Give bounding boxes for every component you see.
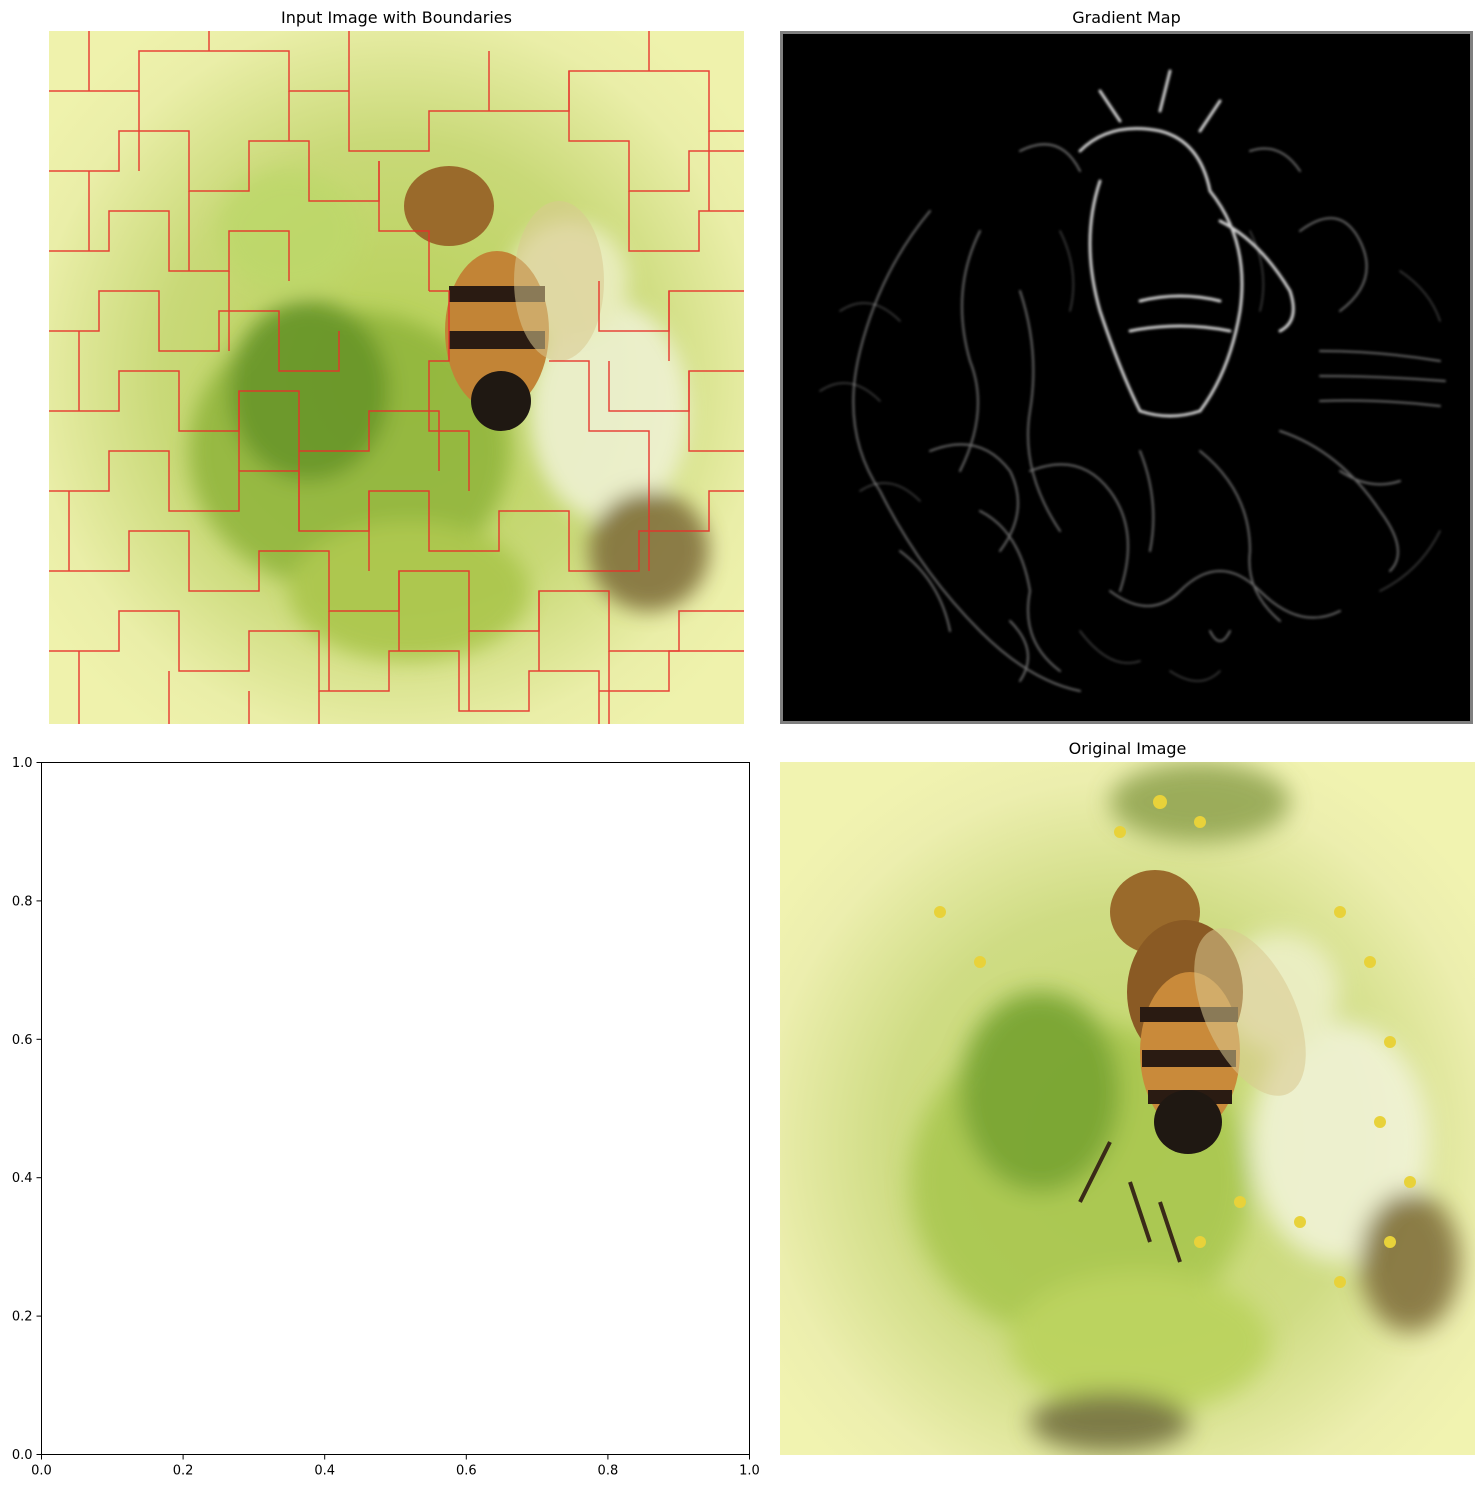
original-image-panel — [780, 762, 1475, 1455]
x-tick-label: 0.4 — [314, 1464, 335, 1479]
stamens — [934, 795, 1416, 1288]
gradient-edges — [819, 69, 1446, 692]
y-tick-label: 0.0 — [12, 1448, 33, 1463]
bee-shape — [404, 166, 604, 431]
y-axis: 0.0 0.2 0.4 0.6 0.8 1.0 — [12, 756, 42, 1463]
x-axis: 0.0 0.2 0.4 0.6 0.8 1.0 — [31, 1454, 760, 1479]
x-tick-label: 0.6 — [456, 1464, 477, 1479]
gradient-map-panel — [780, 31, 1473, 724]
panel-title-gradient: Gradient Map — [1072, 8, 1181, 27]
y-tick-label: 0.8 — [12, 894, 33, 909]
y-tick-label: 1.0 — [12, 756, 33, 771]
y-tick-label: 0.6 — [12, 1033, 33, 1048]
panel-title-original: Original Image — [1068, 739, 1187, 758]
boundary-image-panel — [49, 31, 744, 724]
superpixel-boundaries — [49, 31, 744, 724]
x-tick-label: 0.8 — [598, 1464, 619, 1479]
y-tick-label: 0.4 — [12, 1171, 33, 1186]
y-tick-label: 0.2 — [12, 1310, 33, 1325]
panel-title-boundaries: Input Image with Boundaries — [281, 8, 512, 27]
x-tick-label: 1.0 — [739, 1464, 760, 1479]
empty-axes-chart: 0.0 0.2 0.4 0.6 0.8 1.0 0.0 0.2 0.4 0.6 0.8 1.0 — [12, 756, 760, 1479]
plot-area — [41, 762, 750, 1455]
x-tick-label: 0.2 — [173, 1464, 194, 1479]
x-tick-label: 0.0 — [31, 1464, 52, 1479]
bee-shape — [1078, 870, 1306, 1263]
